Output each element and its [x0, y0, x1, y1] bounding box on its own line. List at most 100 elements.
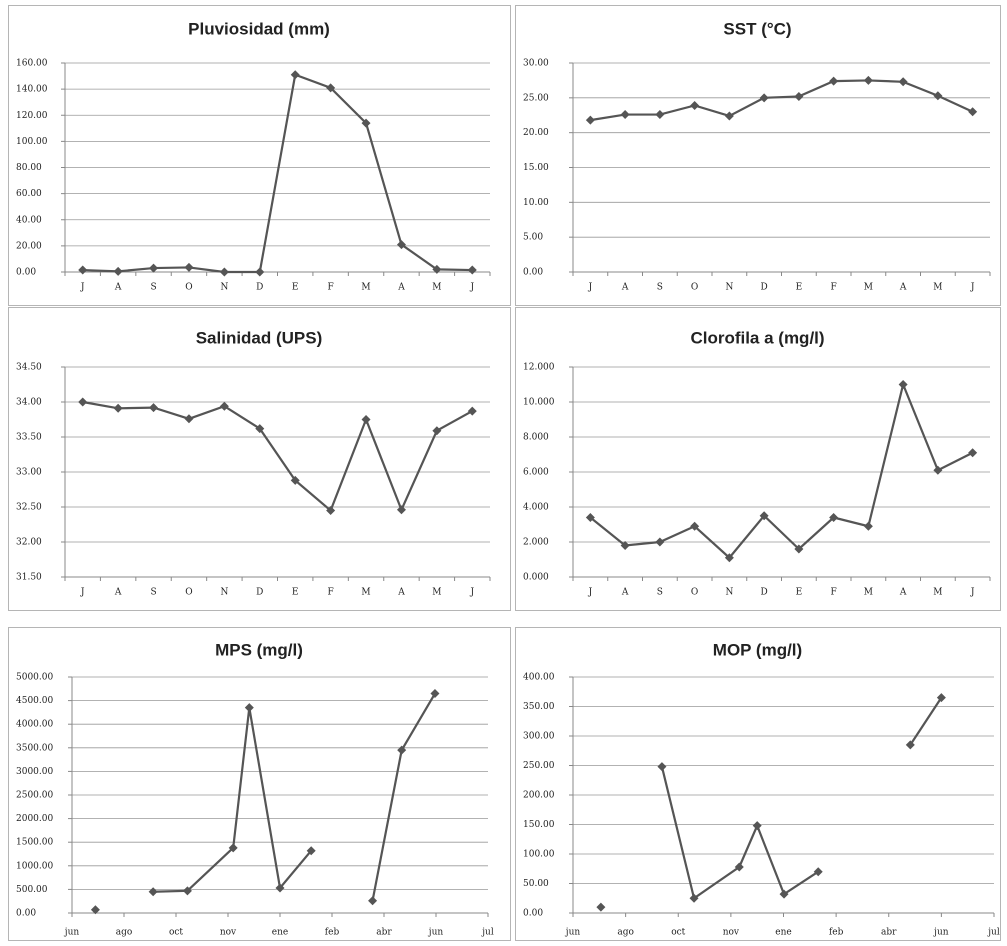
y-tick-label: 4.000	[523, 503, 549, 513]
data-line	[153, 707, 313, 893]
x-tick-label: jul	[987, 928, 1000, 938]
y-tick-label: 20.00	[523, 128, 549, 138]
data-point	[936, 693, 946, 703]
data-point	[275, 883, 285, 893]
x-tick-label: O	[185, 588, 192, 598]
data-point	[326, 83, 336, 93]
panel-frame	[8, 627, 511, 941]
data-point	[255, 424, 265, 434]
x-tick-label: O	[185, 283, 192, 293]
chart-title: MPS (mg/l)	[215, 640, 303, 659]
chart-title: Salinidad (UPS)	[196, 328, 323, 347]
x-tick-label: jun	[933, 928, 949, 938]
x-tick-label: A	[397, 283, 405, 293]
data-point	[689, 893, 699, 903]
panel-frame	[515, 5, 1001, 306]
x-tick-label: F	[831, 283, 837, 293]
data-point	[734, 862, 744, 872]
x-tick-label: oct	[671, 928, 685, 938]
x-tick-label: J	[970, 588, 975, 598]
data-point	[794, 91, 804, 101]
x-tick-label: jun	[428, 928, 444, 938]
y-tick-label: 60.00	[16, 189, 42, 199]
x-tick-label: jun	[565, 928, 581, 938]
y-tick-label: 160.00	[16, 59, 48, 69]
x-tick-label: O	[691, 283, 698, 293]
x-tick-label: M	[361, 588, 370, 598]
data-point	[149, 403, 159, 413]
data-point	[905, 740, 915, 750]
y-tick-label: 30.00	[523, 59, 549, 69]
data-point	[467, 265, 477, 275]
x-tick-label: ago	[116, 928, 133, 938]
x-tick-label: M	[432, 588, 441, 598]
data-point	[724, 111, 734, 121]
y-tick-label: 0.000	[523, 573, 549, 583]
x-tick-label: S	[150, 283, 156, 293]
data-point	[620, 541, 630, 550]
y-tick-label: 34.50	[16, 363, 42, 373]
data-line	[82, 73, 473, 274]
data-point	[779, 889, 789, 899]
y-tick-label: 3500.00	[16, 743, 53, 753]
data-point	[585, 513, 595, 522]
x-tick-label: J	[80, 283, 85, 293]
y-tick-label: 100.00	[523, 850, 555, 860]
y-tick-label: 150.00	[523, 820, 555, 830]
y-tick-label: 10.00	[523, 198, 549, 208]
y-tick-label: 33.50	[16, 433, 42, 443]
data-point	[306, 846, 316, 856]
y-tick-label: 4500.00	[16, 696, 53, 706]
x-tick-label: F	[328, 588, 334, 598]
data-point	[361, 118, 371, 128]
y-tick-label: 80.00	[16, 163, 42, 173]
x-tick-label: feb	[829, 928, 844, 938]
y-tick-label: 400.00	[523, 673, 555, 683]
data-point	[794, 544, 804, 554]
x-tick-label: E	[292, 588, 299, 598]
y-tick-label: 2000.00	[16, 814, 53, 824]
data-point	[690, 521, 700, 531]
y-tick-label: 25.00	[523, 93, 549, 103]
y-tick-label: 140.00	[16, 85, 48, 95]
x-tick-label: J	[588, 283, 593, 293]
y-tick-label: 100.00	[16, 137, 48, 147]
y-tick-label: 200.00	[523, 791, 555, 801]
x-tick-label: S	[150, 588, 156, 598]
data-point	[968, 107, 978, 117]
data-point	[968, 448, 978, 458]
y-tick-label: 40.00	[16, 215, 42, 225]
x-tick-label: feb	[325, 928, 340, 938]
data-line	[589, 380, 974, 560]
x-tick-label: jun	[64, 928, 80, 938]
chart-title: Clorofila a (mg/l)	[690, 328, 824, 347]
x-tick-label: ene	[775, 928, 791, 938]
x-tick-label: M	[933, 283, 942, 293]
chart-title: SST (°C)	[723, 19, 791, 38]
data-point	[813, 867, 823, 877]
y-tick-label: 3000.00	[16, 767, 53, 777]
x-tick-label: A	[114, 588, 122, 598]
x-tick-label: F	[831, 588, 837, 598]
x-tick-label: N	[220, 588, 228, 598]
x-tick-label: nov	[723, 928, 740, 938]
data-point	[759, 93, 769, 103]
y-tick-label: 33.00	[16, 468, 42, 478]
data-point	[898, 77, 908, 87]
y-tick-label: 32.00	[16, 538, 42, 548]
y-tick-label: 5.00	[523, 233, 543, 243]
x-tick-label: F	[328, 283, 334, 293]
y-tick-label: 0.00	[16, 268, 36, 278]
data-point	[113, 403, 123, 413]
data-line	[660, 766, 819, 901]
x-tick-label: M	[933, 588, 942, 598]
data-point	[78, 397, 88, 407]
x-tick-label: O	[691, 588, 698, 598]
data-point	[898, 380, 908, 389]
data-point	[396, 505, 406, 515]
panel-frame	[8, 307, 511, 611]
x-tick-label: M	[864, 588, 873, 598]
x-tick-label: A	[621, 588, 629, 598]
y-tick-label: 50.00	[523, 879, 549, 889]
